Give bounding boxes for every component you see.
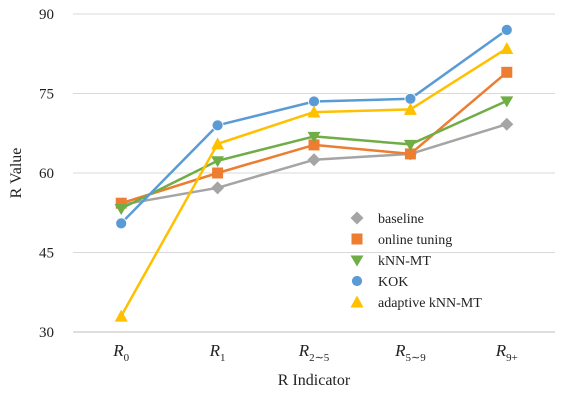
legend-item: baseline — [350, 211, 424, 227]
data-point — [212, 167, 224, 179]
series-1 — [115, 66, 513, 209]
data-point — [501, 66, 513, 78]
data-point — [307, 153, 321, 167]
series-4 — [114, 41, 514, 322]
x-tick-label: R2∼5 — [298, 341, 330, 364]
data-point — [211, 181, 225, 195]
data-point — [308, 139, 320, 151]
series-line — [120, 47, 508, 317]
legend: baseline online tuning kNN-MT KOK adaptive k… — [350, 211, 482, 311]
data-point — [114, 204, 128, 216]
series-lines — [114, 23, 514, 322]
y-tick-label: 45 — [39, 246, 54, 262]
data-point — [403, 139, 417, 151]
legend-label: KOK — [378, 275, 408, 290]
y-axis-title: R Value — [8, 148, 25, 199]
legend-item: online tuning — [351, 233, 452, 248]
x-tick-label: R0 — [112, 341, 129, 364]
data-point — [500, 117, 514, 131]
data-point — [403, 102, 417, 115]
data-point — [114, 309, 128, 322]
legend-label: baseline — [378, 212, 424, 227]
legend-marker — [351, 233, 363, 245]
data-point — [307, 131, 321, 143]
legend-item: kNN-MT — [350, 254, 431, 269]
series-2 — [114, 96, 514, 216]
y-tick-label: 30 — [39, 325, 54, 341]
data-point — [211, 156, 225, 168]
x-tick-main: R — [298, 341, 310, 360]
x-tick-sub: 1 — [220, 352, 226, 364]
y-tick-label: 90 — [39, 7, 54, 23]
data-point — [404, 92, 417, 105]
x-tick-labels: R0 R1 R2∼5 R5∼9 R9+ — [112, 341, 518, 364]
x-axis-title: R Indicator — [278, 372, 351, 389]
legend-marker — [350, 295, 364, 308]
data-point — [115, 217, 128, 230]
legend-label: online tuning — [378, 233, 452, 248]
legend-marker — [350, 211, 364, 225]
legend-item: adaptive kNN-MT — [350, 295, 482, 311]
x-tick-sub: 9+ — [506, 352, 518, 364]
data-point — [211, 137, 225, 150]
data-point — [308, 95, 320, 108]
legend-marker — [351, 275, 363, 287]
x-tick-label: R9+ — [495, 341, 518, 364]
x-tick-main: R — [495, 341, 507, 360]
series-0 — [114, 117, 514, 212]
data-point — [500, 23, 513, 36]
data-point — [500, 96, 514, 108]
x-tick-sub: 2∼5 — [309, 352, 330, 364]
x-tick-main: R — [209, 341, 221, 360]
data-point — [500, 41, 514, 54]
legend-label: kNN-MT — [378, 254, 431, 269]
data-point — [211, 119, 224, 132]
x-tick-main: R — [112, 341, 124, 360]
data-point — [404, 148, 416, 160]
x-tick-label: R1 — [209, 341, 226, 364]
y-tick-labels: 30 45 60 75 90 — [39, 7, 54, 341]
x-tick-main: R — [394, 341, 406, 360]
grid-lines — [73, 13, 555, 333]
legend-label: adaptive kNN-MT — [378, 296, 482, 311]
x-tick-label: R5∼9 — [394, 341, 426, 364]
x-tick-sub: 0 — [124, 352, 130, 364]
data-point — [307, 105, 321, 118]
x-tick-sub: 5∼9 — [405, 352, 426, 364]
y-tick-label: 75 — [39, 87, 54, 103]
legend-item: KOK — [351, 275, 408, 290]
legend-marker — [350, 255, 364, 267]
y-tick-label: 60 — [39, 166, 54, 182]
